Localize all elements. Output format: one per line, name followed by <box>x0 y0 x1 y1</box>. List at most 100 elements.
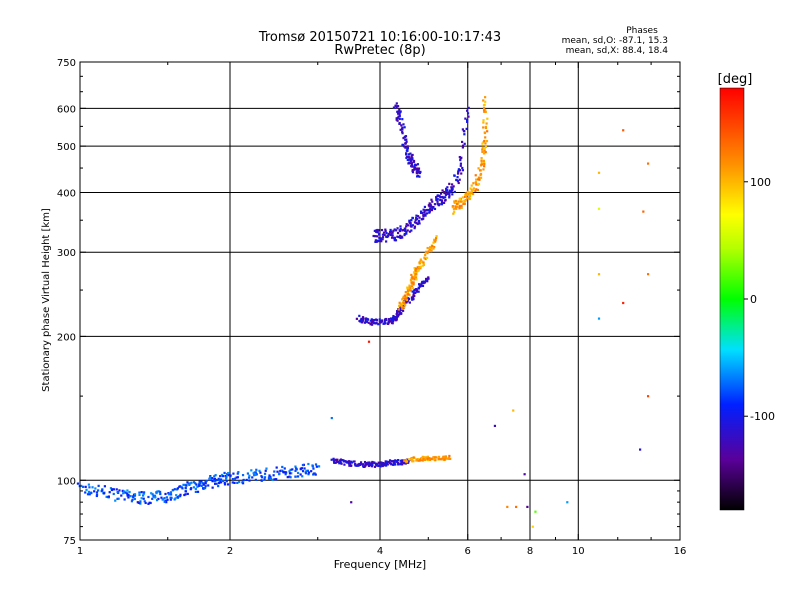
echo-point <box>296 471 300 475</box>
echo-point <box>419 459 422 462</box>
echo-point <box>311 464 314 467</box>
echo-point <box>459 157 462 160</box>
echo-point <box>388 233 391 236</box>
echo-point <box>442 201 446 205</box>
echo-point <box>412 456 415 459</box>
echo-point <box>397 115 400 118</box>
echo-point <box>451 187 454 190</box>
echo-point <box>382 231 386 234</box>
echo-point <box>346 460 350 464</box>
echo-point <box>427 276 430 279</box>
echo-point <box>336 458 339 461</box>
echo-point <box>379 237 382 240</box>
echo-point <box>284 471 287 474</box>
echo-point <box>390 232 393 236</box>
echo-point <box>140 497 143 500</box>
echo-point <box>396 310 399 313</box>
echo-point <box>280 469 284 472</box>
echo-point <box>185 484 188 487</box>
axes: 1 2 4 6 8 10 16 75 100 200 300 400 500 600 750 <box>57 58 686 557</box>
echo-point <box>401 118 404 121</box>
echo-point <box>408 301 411 304</box>
echo-point <box>409 159 412 163</box>
echo-point <box>395 106 398 109</box>
x-tick-label: 10 <box>572 546 585 557</box>
echo-point <box>116 497 119 500</box>
echo-point <box>475 188 478 191</box>
echo-point <box>296 475 300 478</box>
echo-point <box>361 321 364 324</box>
echo-point <box>394 104 397 107</box>
echo-point <box>432 246 435 249</box>
echo-point <box>389 317 393 320</box>
echo-point <box>131 498 134 501</box>
echo-point <box>315 465 318 468</box>
echo-point <box>164 492 167 496</box>
echo-point <box>251 476 254 479</box>
echo-point <box>156 490 159 493</box>
echo-point <box>402 137 405 140</box>
echo-point <box>412 278 415 281</box>
colorbar-tick-label: 0 <box>750 293 757 306</box>
echo-point <box>355 464 358 467</box>
echo-point <box>421 457 424 460</box>
echo-point <box>337 460 340 463</box>
echo-point <box>224 474 227 478</box>
echo-point <box>163 497 166 500</box>
echo-point <box>412 297 415 301</box>
echo-point <box>622 301 625 305</box>
echo-point <box>339 461 342 464</box>
echo-point <box>477 176 481 179</box>
echo-point <box>419 170 422 174</box>
echo-point <box>417 266 421 269</box>
echo-point <box>411 224 414 227</box>
echo-point <box>238 480 241 484</box>
echo-point <box>398 117 401 121</box>
echo-point <box>419 267 422 270</box>
echo-point <box>237 471 240 474</box>
echo-point <box>405 301 408 304</box>
echo-point <box>405 232 408 235</box>
echo-point <box>464 117 467 120</box>
echo-point <box>312 467 315 470</box>
echo-point <box>383 322 386 325</box>
colorbar-label: [deg] <box>718 72 753 87</box>
echo-point <box>415 221 418 225</box>
echo-point <box>219 478 223 481</box>
echo-point <box>335 460 339 464</box>
echo-point <box>386 234 389 237</box>
echo-point <box>248 474 251 477</box>
echo-point <box>294 469 297 472</box>
echo-point <box>391 234 394 237</box>
echo-point <box>288 470 291 473</box>
echo-point <box>375 464 378 467</box>
echo-point <box>393 228 396 231</box>
echo-point <box>281 465 284 469</box>
echo-point <box>399 304 402 307</box>
echo-point <box>184 490 188 493</box>
echo-point <box>202 483 205 486</box>
echo-point <box>469 187 472 190</box>
echo-point <box>348 460 351 463</box>
echo-point <box>410 296 414 299</box>
echo-point <box>97 489 100 492</box>
echo-point <box>209 476 212 479</box>
echo-point <box>467 106 470 109</box>
echo-point <box>187 482 190 485</box>
echo-point <box>343 460 346 463</box>
echo-point <box>433 203 437 206</box>
echo-point <box>406 291 409 294</box>
echo-point <box>269 475 272 479</box>
echo-point <box>388 230 392 234</box>
echo-point <box>415 172 418 175</box>
echo-point <box>144 501 147 505</box>
echo-point <box>646 273 650 276</box>
echo-point <box>481 146 484 149</box>
echo-point <box>420 282 423 285</box>
echo-point <box>194 490 197 493</box>
echo-point <box>493 424 497 428</box>
echo-point <box>416 266 419 269</box>
echo-point <box>221 475 225 478</box>
echo-point <box>390 236 394 239</box>
echo-point <box>452 185 455 188</box>
